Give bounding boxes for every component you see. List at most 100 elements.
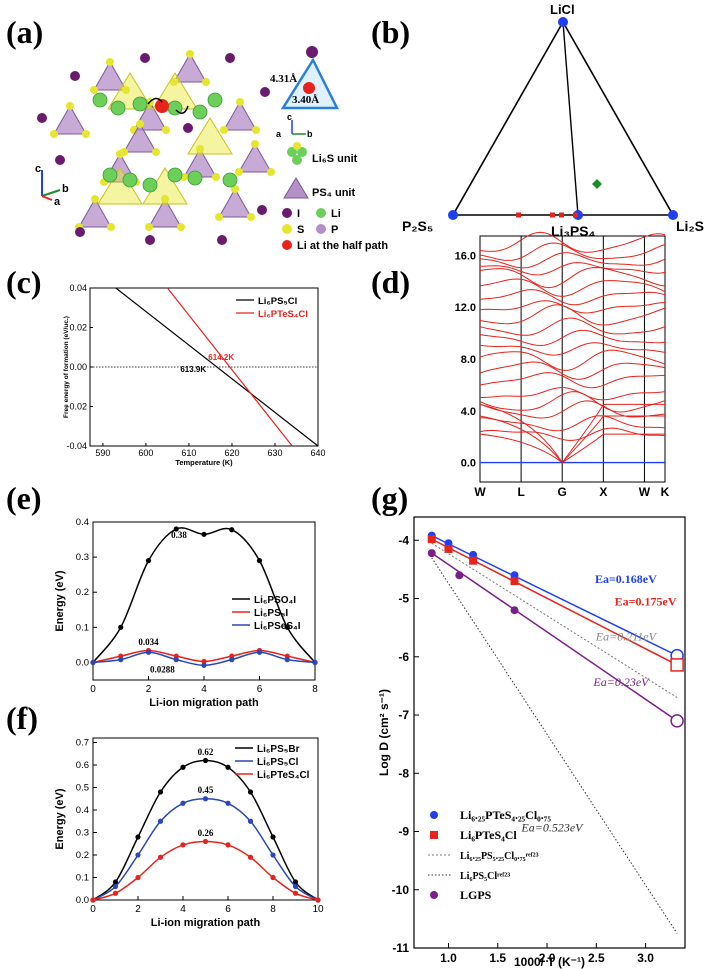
y-tick-label: 0.00 — [69, 362, 87, 372]
s-atom — [196, 145, 204, 153]
vertex-label-li3ps4: Li₃PS₄ — [551, 223, 595, 239]
ps4-tetrahedron — [123, 122, 157, 153]
legend-label-4: Li at the half path — [297, 240, 388, 252]
data-point — [145, 649, 152, 655]
legend-label-0: Li₆PS₅Br — [257, 744, 300, 755]
data-point — [90, 659, 96, 666]
panel-label-f: (f) — [6, 700, 38, 736]
y-tick-label: 4.0 — [461, 406, 476, 418]
s-atom — [145, 223, 153, 231]
data-point — [427, 549, 436, 558]
data-point — [247, 818, 254, 824]
y-tick-label: 0.5 — [76, 783, 89, 794]
data-point — [202, 838, 209, 845]
ternary-phase-diagram: LiCl P₂S₅ Li₃PS₄ Li₂S — [402, 2, 704, 239]
axis-a-arrow — [41, 195, 53, 201]
phonon-band — [479, 252, 666, 269]
legend-label-0: Li₆.₂₅PTeS₄.₂₅Cl₀.₇₅ — [460, 808, 551, 822]
legend-marker-0 — [282, 208, 292, 218]
data-point — [180, 764, 186, 770]
annotation-2: 0.26 — [198, 828, 214, 838]
data-point — [112, 890, 119, 896]
data-point — [112, 883, 119, 890]
y-tick-label: 16.0 — [455, 250, 476, 262]
data-point — [312, 659, 318, 666]
k-point-label: X — [599, 485, 607, 499]
crystal-structure-illustration: 4.31Å 3.40Å c a b Li₆S unit PS₄ unit I Li… — [35, 46, 388, 252]
axis-a-label: a — [54, 196, 61, 208]
x-axis-title: 1000/ T (K⁻¹) — [514, 955, 585, 969]
annotation-1: 613.9K — [180, 365, 206, 374]
tie-line-licl-li3ps4 — [562, 21, 579, 216]
y-axis-title: Energy (eV) — [54, 788, 66, 849]
acoustic-branch — [479, 403, 665, 464]
data-point — [510, 577, 519, 586]
y-tick-label: 0.7 — [76, 738, 89, 749]
axis-b-label-small: b — [307, 129, 313, 139]
y-tick-label: -4 — [398, 533, 409, 547]
x-tick-label: 10 — [312, 904, 324, 915]
data-point — [157, 789, 164, 795]
y-tick-label: 0.3 — [76, 552, 89, 563]
data-point — [201, 662, 207, 668]
legend-marker-3 — [316, 224, 326, 234]
x-tick-label: 610 — [181, 448, 196, 458]
y-tick-label: -11 — [392, 941, 409, 955]
iodine-atom — [37, 113, 47, 123]
s-atom — [120, 148, 128, 156]
data-point — [444, 545, 453, 554]
ps4-tetrahedron — [53, 104, 87, 135]
legend-marker-4 — [282, 240, 292, 250]
iodine-atom — [183, 123, 193, 133]
legend-label-1: Li₆PTeS₄Cl — [460, 828, 517, 842]
s-atom — [202, 78, 210, 86]
phonon-band — [479, 317, 666, 336]
legend-label-0: I — [297, 208, 300, 220]
y-tick-label: 0.04 — [69, 283, 87, 293]
phonon-band — [479, 304, 666, 326]
vertex-p2s5-marker — [448, 210, 458, 220]
phonon-band — [479, 391, 666, 413]
vertex-label-licl: LiCl — [550, 2, 575, 17]
k-point-label: W — [639, 485, 651, 499]
li-atom — [222, 172, 238, 188]
data-point — [145, 558, 152, 564]
iodine-atom — [55, 155, 65, 165]
y-tick-label: 0.02 — [69, 323, 87, 333]
data-point — [225, 800, 231, 806]
legend-marker-4 — [430, 891, 438, 899]
data-point — [469, 556, 478, 565]
data-point — [173, 526, 179, 532]
data-point — [90, 897, 96, 903]
data-point — [229, 527, 235, 533]
x-tick-label: 1.5 — [489, 951, 506, 965]
annotation-2: 0.0288 — [150, 664, 175, 674]
axis-b-label: b — [62, 183, 69, 195]
phonon-band — [479, 400, 666, 419]
vertex-licl-marker — [558, 17, 568, 27]
iodine-atom — [75, 227, 85, 237]
x-tick-label: 2.0 — [539, 951, 556, 965]
y-tick-label: 12.0 — [455, 302, 476, 314]
data-point — [180, 842, 186, 848]
phonon-band — [479, 361, 666, 380]
s-atom — [82, 130, 90, 138]
li-atom — [92, 92, 108, 108]
s-atom — [236, 98, 244, 106]
annotation-1: 0.45 — [198, 785, 214, 795]
legend-marker-1 — [430, 831, 438, 839]
distance-label-1: 4.31Å — [270, 73, 297, 85]
y-tick-label: -8 — [398, 766, 409, 780]
y-tick-label: 0.1 — [76, 622, 89, 633]
y-axis-title: Energy (eV) — [54, 570, 66, 631]
data-point — [201, 658, 207, 664]
x-tick-label: 2 — [146, 684, 152, 695]
x-tick-label: 2 — [135, 904, 141, 915]
ps4-tetrahedron — [173, 52, 207, 83]
extrapolated-point — [670, 714, 684, 728]
annotation-1: Ea=0.175eV — [615, 595, 677, 609]
x-axis-title: Temperature (K) — [175, 458, 233, 467]
x-tick-label: 0 — [90, 684, 96, 695]
series-line-1 — [92, 798, 319, 901]
y-tick-label: -6 — [398, 650, 409, 664]
